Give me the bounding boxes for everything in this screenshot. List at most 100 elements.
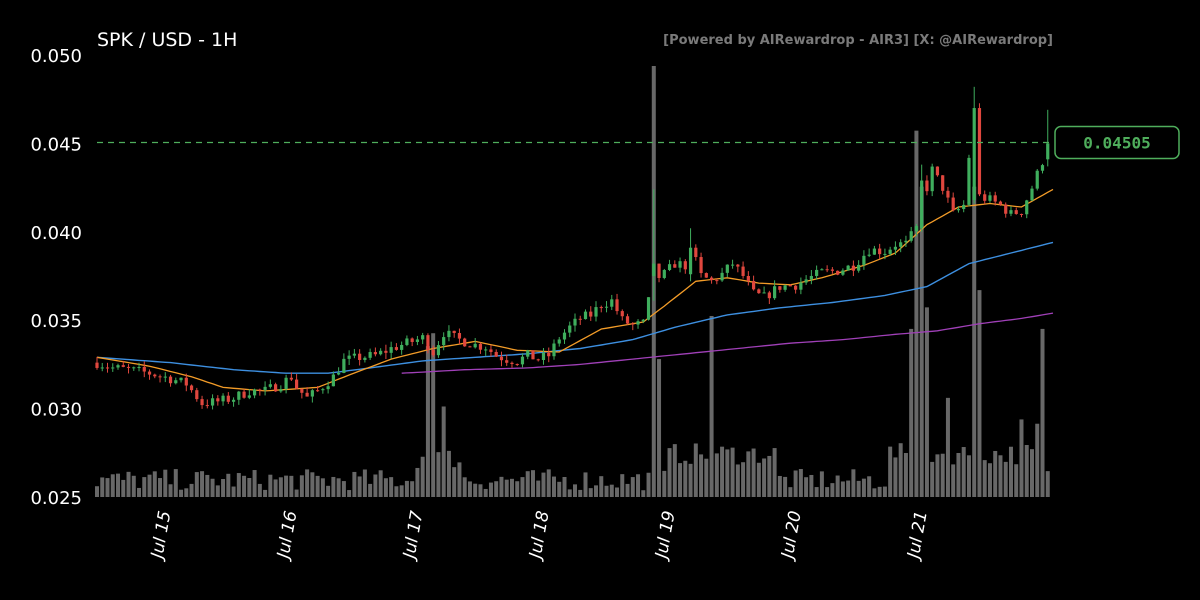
volume-bar	[746, 451, 751, 497]
volume-bar	[462, 477, 467, 497]
candle-body	[457, 333, 462, 339]
candle-body	[573, 318, 577, 326]
candle-body	[526, 350, 530, 357]
candle-body	[773, 286, 777, 299]
candle-body	[289, 377, 293, 380]
candle-body	[830, 269, 834, 271]
candle-body	[431, 349, 435, 356]
candle-body	[184, 377, 188, 386]
candle-body	[258, 389, 262, 391]
volume-bar	[977, 290, 982, 497]
candle-body	[631, 323, 635, 325]
volume-bar	[215, 485, 220, 497]
volume-bar	[137, 487, 142, 497]
volume-bar	[415, 467, 420, 497]
candle-body	[604, 306, 609, 308]
volume-bar	[636, 474, 641, 497]
volume-bar	[966, 455, 971, 497]
volume-bar	[168, 484, 173, 497]
candle-body	[1035, 170, 1039, 189]
volume-bar	[835, 475, 840, 497]
candle-body	[137, 366, 141, 368]
candle-body	[794, 285, 798, 290]
candle-body	[851, 265, 855, 271]
candle-body	[268, 384, 272, 387]
volume-bar	[404, 480, 409, 497]
volume-bar	[615, 487, 620, 497]
volume-bar	[735, 464, 740, 497]
candle-body	[121, 365, 125, 367]
volume-bar	[483, 488, 488, 497]
volume-bar	[672, 444, 677, 497]
volume-bar	[194, 472, 199, 497]
volume-bar	[945, 397, 950, 497]
volume-bar	[783, 476, 788, 497]
volume-bar	[630, 477, 635, 497]
volume-bar	[1040, 328, 1045, 497]
candle-body	[200, 399, 204, 406]
x-tick-label: Jul 17	[399, 509, 428, 562]
candle-body	[941, 175, 945, 191]
candle-body	[825, 269, 829, 271]
volume-bar	[609, 484, 614, 497]
volume-bar	[961, 447, 966, 497]
volume-bar	[888, 446, 893, 497]
y-axis: 0.050 0.045 0.040 0.035 0.030 0.025	[30, 46, 82, 509]
volume-bar	[494, 481, 499, 497]
candle-body	[295, 379, 299, 389]
candle-body	[195, 390, 199, 400]
candle-body	[1009, 210, 1013, 214]
volume-bar	[273, 479, 278, 497]
candle-body	[883, 253, 887, 255]
volume-bar	[762, 458, 767, 497]
candle-body	[841, 270, 845, 275]
volume-bar	[509, 478, 514, 497]
volume-bar	[683, 460, 688, 497]
candle-body	[872, 248, 877, 255]
candle-body	[111, 367, 115, 369]
volume-bar	[972, 186, 977, 497]
volume-bar	[257, 483, 262, 497]
volume-bar	[294, 489, 299, 497]
volume-bar	[173, 469, 178, 497]
candle-body	[189, 385, 194, 391]
candle-body	[694, 247, 698, 258]
ma-fast-line	[96, 188, 1054, 392]
volume-bar	[189, 483, 194, 497]
volume-bar	[436, 452, 441, 497]
volume-bar	[268, 474, 273, 497]
x-tick-label: Jul 20	[777, 509, 805, 562]
watermark-text: [Powered by AIRewardrop - AIR3] [X: @AIR…	[663, 33, 1053, 48]
volume-bar	[856, 480, 861, 497]
volume-bar	[131, 475, 136, 497]
volume-bar	[341, 481, 346, 497]
volume-bar	[767, 455, 772, 497]
x-axis: Jul 15 Jul 16 Jul 17 Jul 18 Jul 19 Jul 20 Jul …	[147, 509, 932, 562]
candle-body	[788, 285, 792, 287]
volume-bar	[620, 474, 625, 497]
volume-bar	[541, 472, 546, 497]
last-price-box	[1054, 125, 1180, 160]
volume-bar	[846, 480, 851, 497]
volume-bar	[798, 469, 803, 497]
candle-body	[342, 358, 346, 373]
volume-bar	[299, 475, 304, 497]
candle-body	[746, 275, 750, 281]
volume-bar	[693, 443, 698, 497]
volume-bar	[877, 486, 882, 497]
candle-body	[562, 332, 567, 340]
y-tick-label: 0.025	[30, 488, 82, 509]
volume-bar	[604, 485, 609, 497]
candle-body	[410, 338, 414, 342]
candle-body	[699, 257, 703, 274]
candle-body	[252, 389, 257, 396]
candle-body	[100, 367, 104, 369]
y-tick-label: 0.030	[30, 400, 82, 421]
last-price-text: 0.04505	[1083, 134, 1150, 153]
volume-bar	[278, 477, 283, 497]
candle-body	[867, 254, 871, 256]
volume-bar	[825, 487, 830, 497]
volume-bar	[431, 333, 436, 497]
volume-bar	[473, 483, 478, 497]
